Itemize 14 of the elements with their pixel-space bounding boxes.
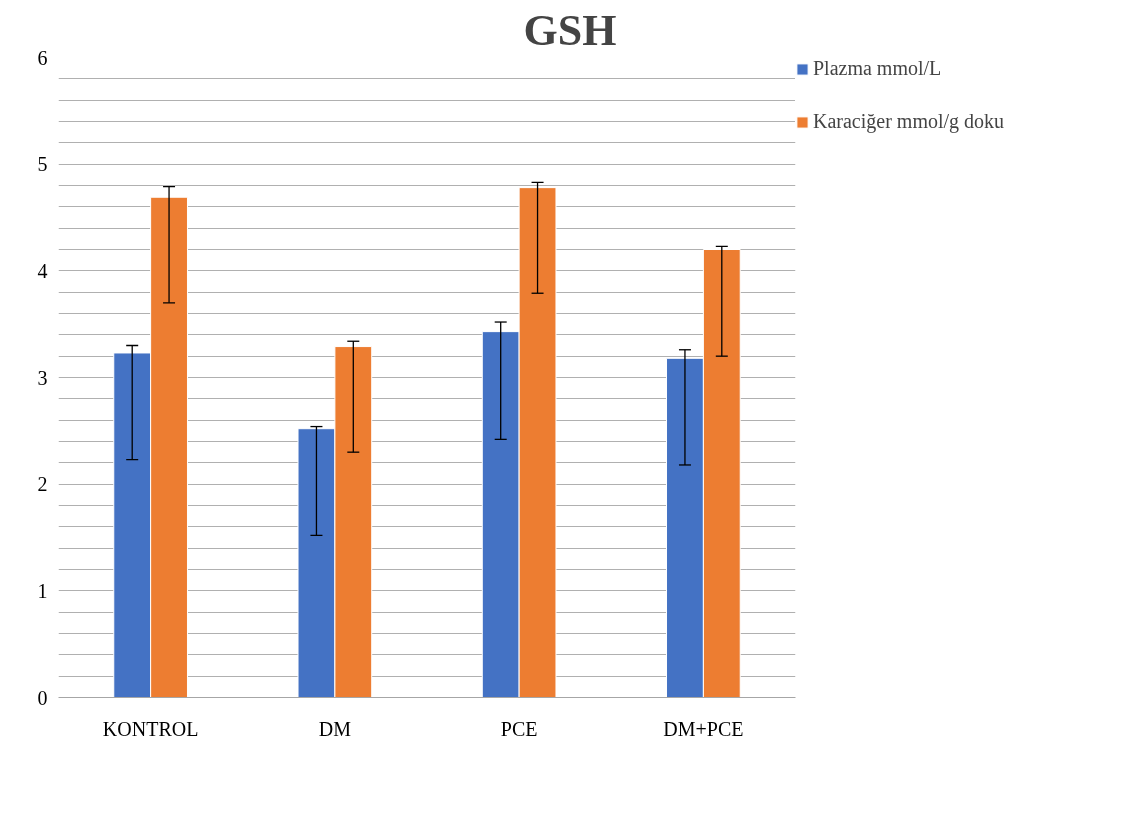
y-tick-label: 1: [37, 579, 48, 602]
y-tick-label: 3: [37, 366, 48, 389]
y-tick-label: 2: [37, 473, 48, 496]
x-tick-label: DM+PCE: [663, 717, 744, 740]
legend-label: Karaciğer mmol/g doku: [813, 110, 1005, 133]
y-tick-label: 6: [37, 46, 48, 69]
x-tick-label: DM: [318, 717, 352, 740]
y-tick-label: 0: [37, 686, 48, 709]
legend-label: Plazma mmol/L: [813, 57, 942, 80]
y-tick-label: 4: [37, 259, 48, 282]
x-tick-label: PCE: [500, 717, 538, 740]
x-tick-label: KONTROL: [102, 717, 199, 740]
y-tick-label: 5: [37, 153, 48, 176]
chart-title: GSH: [523, 5, 617, 55]
